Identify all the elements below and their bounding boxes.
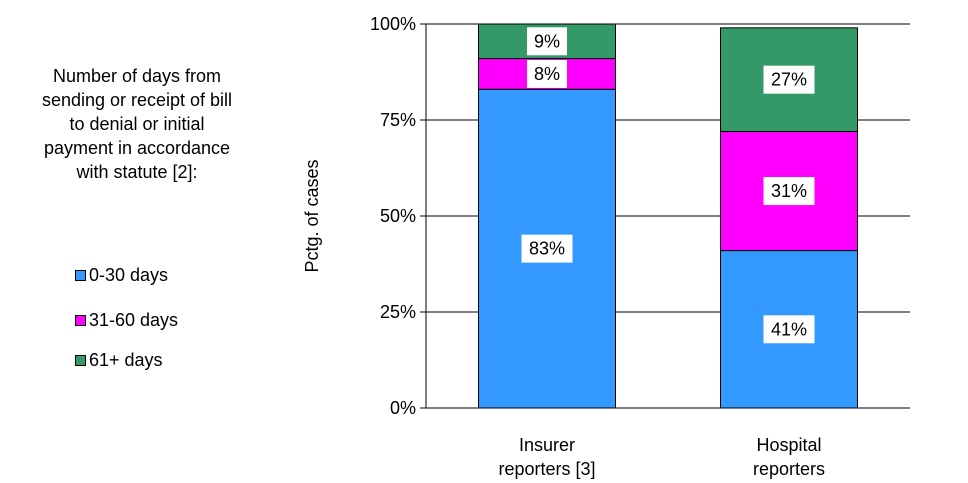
legend-swatch-61-plus — [75, 354, 86, 366]
data-label-box — [763, 177, 815, 206]
data-label: 41% — [771, 319, 807, 339]
data-label-box — [527, 59, 567, 88]
legend-item-61-plus: 61+ days — [75, 348, 163, 372]
legend-item-0-30: 0-30 days — [75, 263, 168, 287]
x-tick-label-line: Insurer — [519, 435, 575, 455]
data-label-box — [521, 234, 573, 263]
data-label-box — [527, 27, 567, 56]
legend-label-31-60: 31-60 days — [89, 309, 179, 330]
legend-swatch-0-30 — [75, 269, 86, 281]
data-label-box — [763, 65, 815, 94]
legend-label-0-30: 0-30 days — [89, 264, 169, 285]
x-tick-label-line: reporters — [753, 459, 825, 479]
legend-label-61-plus: 61+ days — [89, 349, 163, 370]
data-label: 31% — [771, 181, 807, 201]
y-tick-label: 25% — [380, 302, 416, 322]
x-tick-label-line: reporters [3] — [498, 459, 595, 479]
y-tick-label: 0% — [390, 398, 416, 418]
data-label: 27% — [771, 70, 807, 90]
legend-title: Number of days from sending or receipt o… — [41, 66, 233, 182]
x-tick-label-line: Hospital — [756, 435, 821, 455]
data-label-box — [763, 315, 815, 344]
y-tick-label: 50% — [380, 206, 416, 226]
y-axis-label: Pctg. of cases — [302, 159, 322, 272]
data-label: 8% — [534, 64, 560, 84]
y-tick-label: 100% — [370, 14, 416, 34]
x-tick-label: Insurer reporters [3] — [498, 435, 595, 479]
y-tick-label: 75% — [380, 110, 416, 130]
legend-swatch-31-60 — [75, 314, 86, 326]
data-label: 9% — [534, 31, 560, 51]
legend-item-31-60: 31-60 days — [75, 308, 178, 332]
data-label: 83% — [529, 239, 565, 259]
x-tick-label: Hospital reporters — [753, 435, 825, 479]
